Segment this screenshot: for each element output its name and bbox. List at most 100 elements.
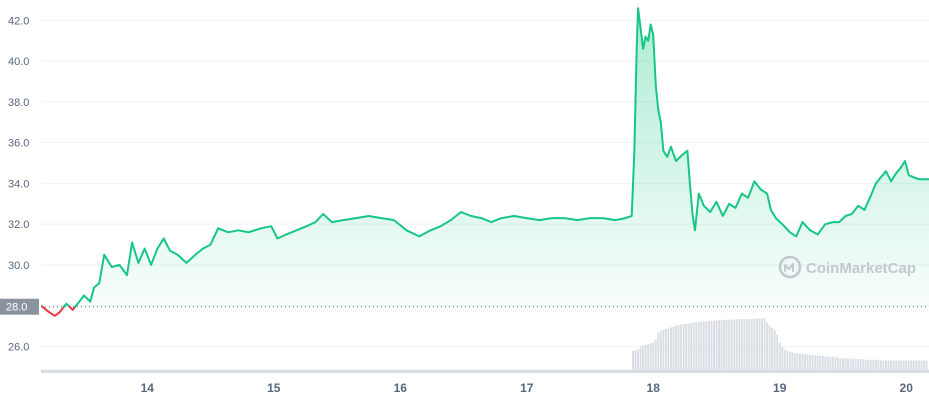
y-tick-label: 32.0 <box>8 219 29 231</box>
volume-bar <box>677 325 680 373</box>
volume-bar <box>687 323 690 373</box>
baseline: 28.0 <box>0 298 929 315</box>
y-tick-label: 36.0 <box>8 138 29 150</box>
x-tick-label: 17 <box>520 381 534 395</box>
volume-bar <box>831 357 834 373</box>
volume-bar <box>859 359 862 373</box>
volume-bar <box>874 359 877 373</box>
x-tick-label: 19 <box>773 381 787 395</box>
baseline-label-text: 28.0 <box>6 302 27 314</box>
volume-bar <box>692 322 695 373</box>
volume-bar <box>758 318 761 373</box>
volume-bar <box>763 318 766 373</box>
y-tick-label: 34.0 <box>8 178 29 190</box>
price-line-down-segment <box>68 305 77 311</box>
volume-bar <box>834 357 837 373</box>
volume-bar <box>864 359 867 373</box>
x-tick-label: 20 <box>900 381 914 395</box>
volume-bar <box>768 325 771 373</box>
volume-bar <box>890 360 892 373</box>
volume-bar <box>799 353 801 373</box>
watermark-text: CoinMarketCap <box>806 260 916 277</box>
x-axis: 14 15 16 17 18 19 20 <box>141 381 914 395</box>
volume-bar <box>707 320 710 373</box>
volume-bar <box>735 319 738 373</box>
volume-bar <box>811 354 814 373</box>
volume-bar <box>750 319 753 373</box>
volume-bar <box>776 334 779 373</box>
volume-bar <box>907 360 910 373</box>
volume-bar <box>819 355 822 373</box>
volume-bar <box>748 319 751 373</box>
volume-bar <box>821 355 824 373</box>
volume-bar <box>852 358 855 373</box>
y-tick-label: 42.0 <box>8 15 29 27</box>
volume-bar <box>804 354 806 373</box>
volume-bar <box>885 360 887 373</box>
volume-bar <box>664 329 667 373</box>
volume-bar <box>771 327 774 373</box>
volume-baseline-bars <box>41 369 929 373</box>
volume-bar <box>715 320 718 373</box>
y-tick-label: 30.0 <box>8 260 29 272</box>
volume-bar <box>879 360 882 373</box>
volume-bar <box>892 360 895 373</box>
volume-bar <box>872 359 875 373</box>
volume-bar <box>801 353 804 373</box>
volume-bar <box>695 322 698 373</box>
volume-bar <box>847 358 849 373</box>
x-tick-label: 18 <box>647 381 661 395</box>
volume-bar <box>842 358 844 373</box>
price-area <box>41 8 929 316</box>
price-line-up-segment <box>74 7 929 308</box>
volume-bar <box>778 342 781 373</box>
volume-bar <box>662 329 665 373</box>
volume-bar <box>796 353 799 373</box>
volume-bar <box>900 360 903 373</box>
volume-bar <box>788 351 791 373</box>
volume-bar <box>806 354 809 373</box>
coinmarketcap-watermark: CoinMarketCap <box>778 255 916 279</box>
volume-bar <box>740 319 743 373</box>
x-tick-label: 14 <box>141 381 155 395</box>
volume-bar <box>720 320 723 373</box>
volume-bar <box>809 354 812 373</box>
volume-bar <box>781 347 784 373</box>
volume-bar <box>685 324 688 373</box>
volume-bar <box>915 360 918 373</box>
volume-bar <box>756 318 758 373</box>
volume-bar <box>766 322 769 373</box>
volume-bar <box>910 360 913 373</box>
volume-bar <box>814 355 817 373</box>
volume-bar <box>743 319 746 373</box>
volume-bar <box>783 349 786 373</box>
x-tick-label: 16 <box>394 381 408 395</box>
volume-bar <box>632 351 634 373</box>
volume-bar <box>654 339 657 373</box>
price-line-down-segment <box>41 305 65 317</box>
coinmarketcap-logo-icon <box>778 255 802 279</box>
price-area-fill <box>41 8 929 316</box>
volume-bar <box>730 319 733 373</box>
volume-bar <box>922 360 925 373</box>
volume-bar <box>652 342 655 373</box>
volume-bar <box>912 360 915 373</box>
volume-bar <box>718 320 720 373</box>
y-axis: 26.0 30.0 32.0 34.0 36.0 38.0 40.0 42.0 <box>8 15 29 353</box>
volume-bar <box>644 344 647 373</box>
volume-bar <box>667 328 670 373</box>
volume-bar <box>682 324 685 373</box>
price-line-up-segment <box>62 302 71 308</box>
volume-bar <box>925 360 928 373</box>
volume-bar <box>725 319 728 373</box>
volume-bar <box>705 321 708 373</box>
y-tick-label: 26.0 <box>8 341 29 353</box>
volume-bar <box>647 344 650 373</box>
baseline-label-badge <box>0 298 39 315</box>
volume-bar <box>728 319 731 373</box>
volume-bar <box>733 319 736 373</box>
volume-bar <box>877 359 880 373</box>
volume-bar <box>917 360 920 373</box>
